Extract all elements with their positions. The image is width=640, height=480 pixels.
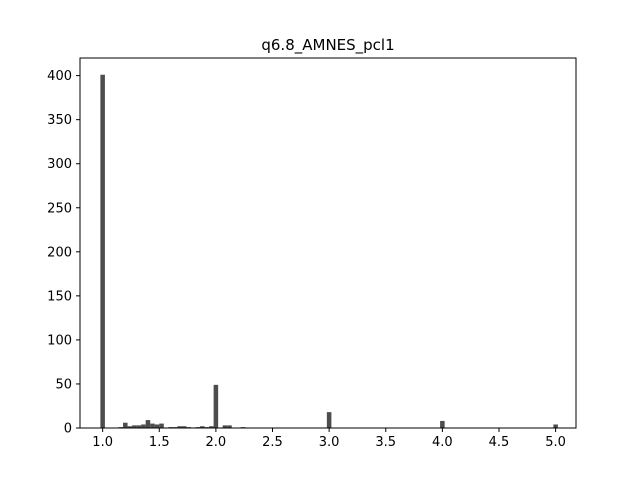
- y-tick-label: 300: [47, 157, 72, 172]
- x-tick-label: 2.0: [206, 435, 227, 450]
- x-tick-label: 4.0: [432, 435, 453, 450]
- y-tick-label: 350: [47, 113, 72, 128]
- x-tick-label: 5.0: [545, 435, 566, 450]
- histogram-bar: [127, 426, 133, 428]
- histogram-bar: [227, 425, 232, 428]
- histogram-bar: [159, 423, 164, 428]
- y-tick-label: 0: [64, 422, 72, 437]
- histogram-bar: [132, 425, 137, 428]
- y-tick-label: 400: [47, 69, 72, 84]
- histogram-bar: [100, 74, 105, 428]
- histogram-bar: [222, 425, 228, 428]
- y-tick-label: 50: [55, 377, 72, 392]
- y-tick-label: 100: [47, 333, 72, 348]
- histogram-bar: [145, 420, 151, 428]
- histogram-bar: [209, 426, 214, 428]
- plot-frame: [79, 57, 577, 429]
- histogram-bar: [177, 426, 182, 428]
- x-axis-ticks: 1.0 1.5 2.0 2.5 3.0 3.5 4.0 4.5 5.0: [92, 428, 566, 450]
- histogram-bar: [181, 426, 187, 428]
- x-tick-label: 4.5: [489, 435, 510, 450]
- histogram-bar: [136, 425, 142, 428]
- histogram-bar: [440, 420, 445, 428]
- x-tick-label: 1.5: [149, 435, 170, 450]
- histogram-bar: [213, 384, 219, 428]
- histogram-bar: [150, 423, 155, 428]
- chart-title: q6.8_AMNES_pcl1: [261, 36, 394, 55]
- x-tick-label: 1.0: [92, 435, 113, 450]
- histogram-bar: [141, 424, 146, 428]
- y-tick-label: 250: [47, 201, 72, 216]
- y-tick-label: 200: [47, 245, 72, 260]
- x-tick-label: 3.0: [319, 435, 340, 450]
- histogram-bar: [200, 426, 205, 428]
- x-tick-label: 3.5: [375, 435, 396, 450]
- y-axis-ticks: 0 50 100 150 200 250 300 350 400: [47, 69, 80, 437]
- histogram-bar: [154, 424, 160, 428]
- y-tick-label: 150: [47, 289, 72, 304]
- histogram-bar: [326, 412, 332, 428]
- histogram-bar: [123, 422, 128, 428]
- x-tick-label: 2.5: [262, 435, 283, 450]
- histogram-bar: [553, 424, 558, 428]
